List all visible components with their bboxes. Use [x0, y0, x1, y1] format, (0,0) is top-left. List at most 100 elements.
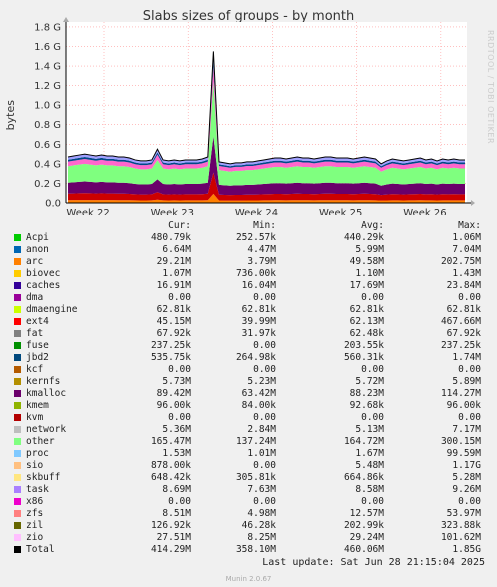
- legend-row: biovec 1.07M 736.00k 1.10M 1.43M: [14, 268, 489, 280]
- legend-avg: 5.48M: [355, 460, 384, 471]
- legend-row: zio 27.51M 8.25M 29.24M 101.62M: [14, 532, 489, 544]
- y-axis-arrow: [63, 17, 69, 22]
- legend-swatch: [14, 402, 21, 409]
- legend-swatch: [14, 378, 21, 385]
- legend-avg: 0.00: [361, 496, 384, 507]
- legend-max: 0.00: [458, 412, 481, 423]
- legend-row: kmalloc 89.42M 63.42M 88.23M 114.27M: [14, 388, 489, 400]
- legend-min: 31.97k: [241, 328, 276, 339]
- legend-avg: 5.99M: [355, 244, 384, 255]
- legend-name: network: [26, 424, 67, 435]
- legend-max: 53.97M: [446, 508, 481, 519]
- legend-min: 3.79M: [247, 256, 276, 267]
- legend-cur: 535.75k: [150, 352, 191, 363]
- legend-swatch: [14, 534, 21, 541]
- legend-row: kmem 96.00k 84.00k 92.68k 96.00k: [14, 400, 489, 412]
- legend-avg: 12.57M: [349, 508, 384, 519]
- legend-swatch: [14, 474, 21, 481]
- legend-name: caches: [26, 280, 61, 291]
- legend-min: 0.00: [253, 496, 276, 507]
- legend-name: zfs: [26, 508, 44, 519]
- legend-table: Cur: Min: Avg: Max: Acpi 480.79k 252.57k 44…: [14, 220, 489, 556]
- x-tick-label: Week 26: [403, 208, 446, 215]
- legend-swatch: [14, 498, 21, 505]
- legend-swatch: [14, 354, 21, 361]
- legend-avg: 0.00: [361, 412, 384, 423]
- legend-name: zio: [26, 532, 44, 543]
- legend-avg: 62.13M: [349, 316, 384, 327]
- stack-area-kmalloc: [68, 136, 465, 196]
- legend-name: other: [26, 436, 55, 447]
- legend-name: fuse: [26, 340, 49, 351]
- legend-name: sio: [26, 460, 44, 471]
- legend-min: 0.00: [253, 364, 276, 375]
- legend-min: 5.23M: [247, 376, 276, 387]
- legend-max: 300.15M: [440, 436, 481, 447]
- legend-max: 1.43M: [452, 268, 481, 279]
- legend-swatch: [14, 342, 21, 349]
- legend-swatch: [14, 234, 21, 241]
- legend-max: 99.59M: [446, 448, 481, 459]
- legend-name: jbd2: [26, 352, 49, 363]
- legend-name: Total: [26, 544, 55, 555]
- legend-min: 0.00: [253, 340, 276, 351]
- legend-name: Acpi: [26, 232, 49, 243]
- legend-cur: 45.15M: [156, 316, 191, 327]
- legend-swatch: [14, 246, 21, 253]
- legend-min: 0.00: [253, 460, 276, 471]
- stack-area-other: [68, 81, 465, 186]
- stack-area-arc: [68, 193, 465, 203]
- stack-area-zfs: [68, 66, 465, 172]
- legend-max: 114.27M: [440, 388, 481, 399]
- legend-max: 323.88k: [440, 520, 481, 531]
- legend-name: arc: [26, 256, 44, 267]
- legend-min: 252.57k: [235, 232, 276, 243]
- legend-max: 0.00: [458, 496, 481, 507]
- y-tick-label: 1.4 G: [34, 62, 61, 73]
- legend-min: 8.25M: [247, 532, 276, 543]
- legend-name: skbuff: [26, 472, 61, 483]
- legend-avg: 1.10M: [355, 268, 384, 279]
- legend-avg: 92.68k: [349, 400, 384, 411]
- legend-max: 101.62M: [440, 532, 481, 543]
- legend-avg: 164.72M: [343, 436, 384, 447]
- legend-swatch: [14, 510, 21, 517]
- legend-cur: 648.42k: [150, 472, 191, 483]
- legend-max: 9.26M: [452, 484, 481, 495]
- legend-cur: 237.25k: [150, 340, 191, 351]
- legend-swatch: [14, 282, 21, 289]
- legend-avg: 5.72M: [355, 376, 384, 387]
- legend-avg: 5.13M: [355, 424, 384, 435]
- legend-cur: 0.00: [168, 496, 191, 507]
- legend-min: 264.98k: [235, 352, 276, 363]
- legend-name: fat: [26, 328, 44, 339]
- legend-row: skbuff 648.42k 305.81k 664.86k 5.28M: [14, 472, 489, 484]
- legend-row: x86 0.00 0.00 0.00 0.00: [14, 496, 489, 508]
- legend-max: 5.28M: [452, 472, 481, 483]
- legend-name: biovec: [26, 268, 61, 279]
- legend-row: anon 6.64M 4.47M 5.99M 7.04M: [14, 244, 489, 256]
- legend-name: dma: [26, 292, 44, 303]
- legend-row: proc 1.53M 1.01M 1.67M 99.59M: [14, 448, 489, 460]
- legend-swatch: [14, 294, 21, 301]
- legend-swatch: [14, 258, 21, 265]
- legend-cur: 89.42M: [156, 388, 191, 399]
- y-tick-label: 0.0: [45, 199, 61, 210]
- legend-row: other 165.47M 137.24M 164.72M 300.15M: [14, 436, 489, 448]
- legend-swatch: [14, 306, 21, 313]
- legend-swatch: [14, 522, 21, 529]
- y-tick-label: 1.8 G: [34, 22, 61, 33]
- legend-avg: 17.69M: [349, 280, 384, 291]
- legend-cur: 8.51M: [162, 508, 191, 519]
- legend-min: 358.10M: [235, 544, 276, 555]
- legend-cur: 1.53M: [162, 448, 191, 459]
- legend-swatch: [14, 414, 21, 421]
- legend-swatch: [14, 270, 21, 277]
- legend-avg: 88.23M: [349, 388, 384, 399]
- legend-swatch: [14, 330, 21, 337]
- legend-avg: 62.48k: [349, 328, 384, 339]
- y-tick-label: 0.2 G: [34, 179, 61, 190]
- legend-header-cur: Cur:: [168, 220, 191, 231]
- legend-avg: 1.67M: [355, 448, 384, 459]
- legend-min: 736.00k: [235, 268, 276, 279]
